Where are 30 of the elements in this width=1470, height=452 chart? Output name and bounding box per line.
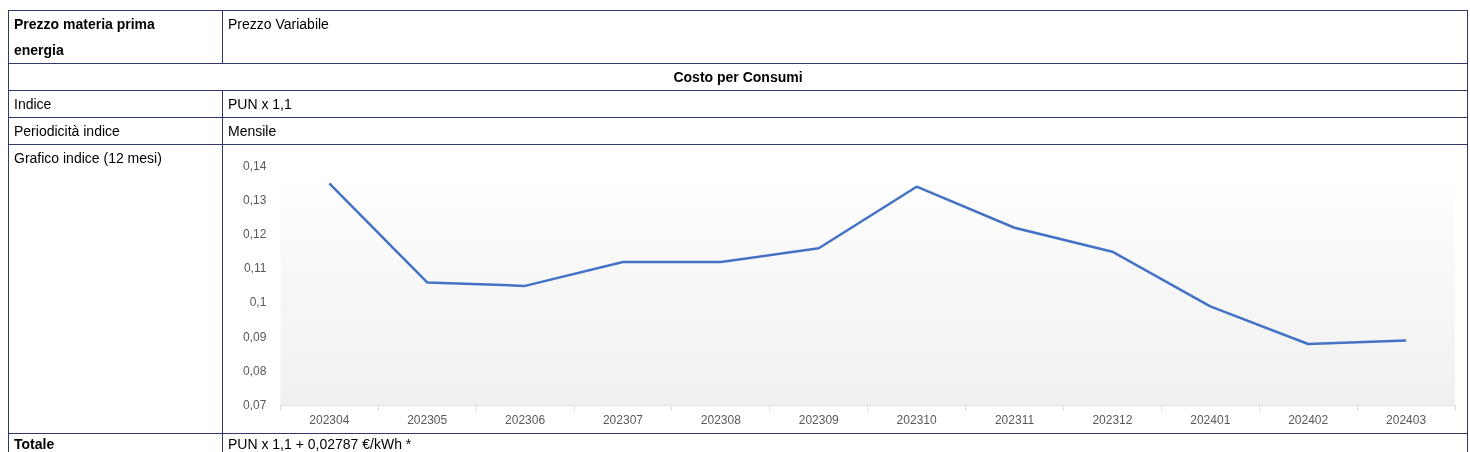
y-tick-label: 0,13 xyxy=(243,192,267,207)
x-tick-label: 202310 xyxy=(896,413,937,428)
text: Mensile xyxy=(228,123,277,139)
x-tick-label: 202305 xyxy=(407,413,448,428)
text: Indice xyxy=(14,96,52,112)
y-tick-label: 0,14 xyxy=(243,158,267,173)
chart-title: Costo per Consumi xyxy=(673,69,803,85)
x-tick-label: 202403 xyxy=(1386,413,1427,428)
x-tick-label: 202304 xyxy=(309,413,350,428)
y-tick-label: 0,12 xyxy=(243,226,267,241)
y-tick-label: 0,07 xyxy=(243,397,267,412)
text: Prezzo materia prima energia xyxy=(14,16,155,58)
text: PUN x 1,1 xyxy=(228,96,292,112)
x-tick-label: 202312 xyxy=(1092,413,1133,428)
text: Periodicità indice xyxy=(14,123,120,139)
x-tick-label: 202309 xyxy=(798,413,840,428)
text: PUN x 1,1 + 0,02787 €/kWh * xyxy=(228,436,412,452)
text: Grafico indice (12 mesi) xyxy=(14,150,162,166)
x-tick-label: 202401 xyxy=(1190,413,1231,428)
y-tick-label: 0,08 xyxy=(243,363,267,378)
text: Totale xyxy=(14,436,55,452)
x-tick-label: 202307 xyxy=(602,413,644,428)
y-tick-label: 0,11 xyxy=(243,261,267,276)
x-tick-label: 202306 xyxy=(505,413,546,428)
text: Prezzo Variabile xyxy=(228,16,329,32)
x-tick-label: 202308 xyxy=(700,413,742,428)
x-tick-label: 202311 xyxy=(994,413,1035,428)
y-tick-label: 0,09 xyxy=(243,329,267,344)
y-tick-label: 0,1 xyxy=(249,295,267,310)
x-tick-label: 202402 xyxy=(1288,413,1329,428)
